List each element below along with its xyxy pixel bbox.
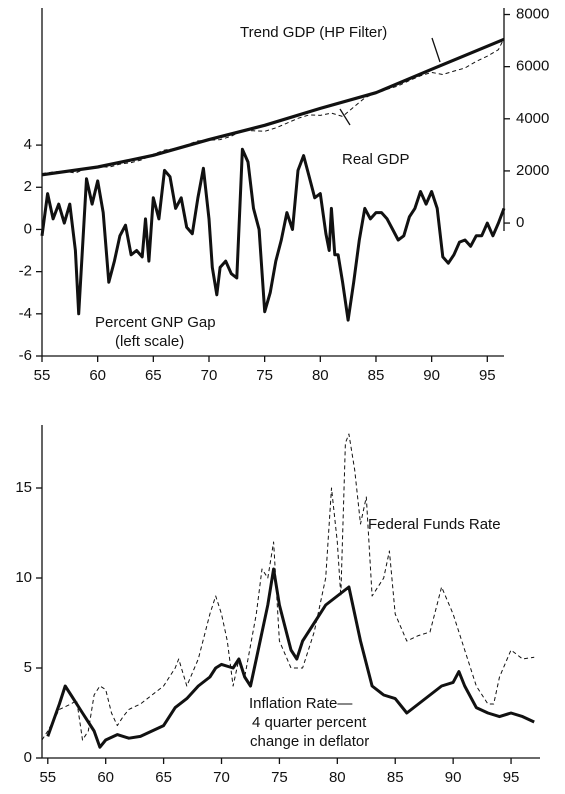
annotation: Percent GNP Gap xyxy=(95,314,216,331)
x-tick-label: 65 xyxy=(145,367,162,384)
y2-tick-label: 8000 xyxy=(516,5,549,22)
x-tick-label: 85 xyxy=(387,769,404,786)
y2-tick-label: 0 xyxy=(516,214,524,231)
x-tick-label: 65 xyxy=(155,769,172,786)
x-tick-label: 80 xyxy=(329,769,346,786)
annotation: change in deflator xyxy=(250,733,369,750)
y2-tick-label: 4000 xyxy=(516,110,549,127)
x-tick-label: 95 xyxy=(479,367,496,384)
y-tick-label: 4 xyxy=(24,136,32,153)
y-tick-label: 0 xyxy=(24,220,32,237)
x-tick-label: 55 xyxy=(34,367,51,384)
y-tick-label: -2 xyxy=(19,263,32,280)
data-line xyxy=(40,147,506,322)
x-tick-label: 80 xyxy=(312,367,329,384)
annotation: Real GDP xyxy=(342,151,410,168)
y-tick-label: 0 xyxy=(24,749,32,766)
leader-line xyxy=(431,37,441,63)
x-tick-label: 70 xyxy=(213,769,230,786)
x-tick-label: 85 xyxy=(368,367,385,384)
x-tick-label: 75 xyxy=(271,769,288,786)
y-tick-label: 5 xyxy=(24,659,32,676)
y-tick-label: -6 xyxy=(19,347,32,364)
x-tick-label: 70 xyxy=(201,367,218,384)
annotation: 4 quarter percent xyxy=(252,714,367,731)
x-tick-label: 90 xyxy=(445,769,462,786)
annotation: Inflation Rate— xyxy=(249,695,352,712)
data-line xyxy=(41,37,505,177)
x-tick-label: 95 xyxy=(503,769,520,786)
y2-tick-label: 2000 xyxy=(516,162,549,179)
annotation: (left scale) xyxy=(115,333,184,350)
y-tick-label: 2 xyxy=(24,178,32,195)
y-tick-label: 10 xyxy=(15,569,32,586)
leader-line xyxy=(339,108,351,126)
x-tick-label: 60 xyxy=(97,769,114,786)
data-line xyxy=(41,433,535,741)
x-tick-label: 55 xyxy=(39,769,56,786)
x-tick-label: 60 xyxy=(89,367,106,384)
annotation: Federal Funds Rate xyxy=(368,516,501,533)
annotation: Trend GDP (HP Filter) xyxy=(240,24,387,41)
y-tick-label: 15 xyxy=(15,479,32,496)
y2-tick-label: 6000 xyxy=(516,58,549,75)
x-tick-label: 90 xyxy=(423,367,440,384)
x-tick-label: 75 xyxy=(256,367,273,384)
data-line xyxy=(41,38,505,174)
y-tick-label: -4 xyxy=(19,305,32,322)
data-line xyxy=(46,567,535,749)
